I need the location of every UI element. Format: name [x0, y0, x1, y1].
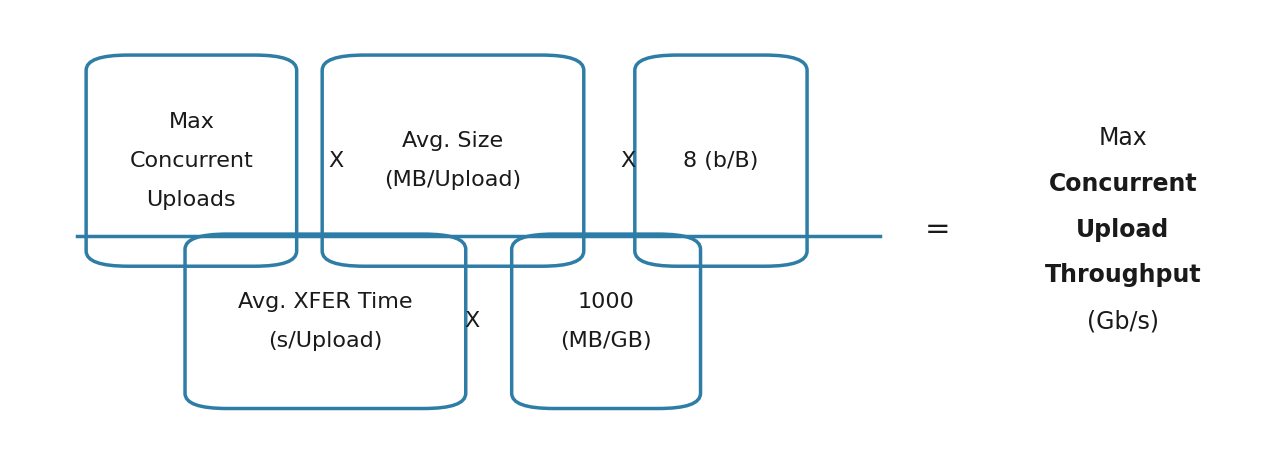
Text: (MB/GB): (MB/GB) [560, 331, 652, 351]
Text: (s/Upload): (s/Upload) [268, 331, 383, 351]
Text: Avg. XFER Time: Avg. XFER Time [239, 292, 412, 312]
Text: Max: Max [168, 112, 214, 132]
Text: X: X [328, 151, 343, 171]
Text: =: = [925, 215, 951, 244]
Text: Upload: Upload [1076, 218, 1170, 241]
Text: (Gb/s): (Gb/s) [1087, 309, 1159, 333]
Text: X: X [464, 311, 480, 331]
Text: X: X [620, 151, 635, 171]
Text: 8 (b/B): 8 (b/B) [683, 151, 759, 171]
Text: (MB/Upload): (MB/Upload) [384, 170, 522, 190]
Text: Uploads: Uploads [147, 190, 236, 210]
Text: Concurrent: Concurrent [1049, 172, 1197, 196]
Text: Throughput: Throughput [1045, 263, 1201, 287]
Text: Concurrent: Concurrent [130, 151, 253, 171]
Text: 1000: 1000 [578, 292, 634, 312]
Text: Avg. Size: Avg. Size [402, 131, 504, 151]
Text: Max: Max [1099, 126, 1147, 150]
